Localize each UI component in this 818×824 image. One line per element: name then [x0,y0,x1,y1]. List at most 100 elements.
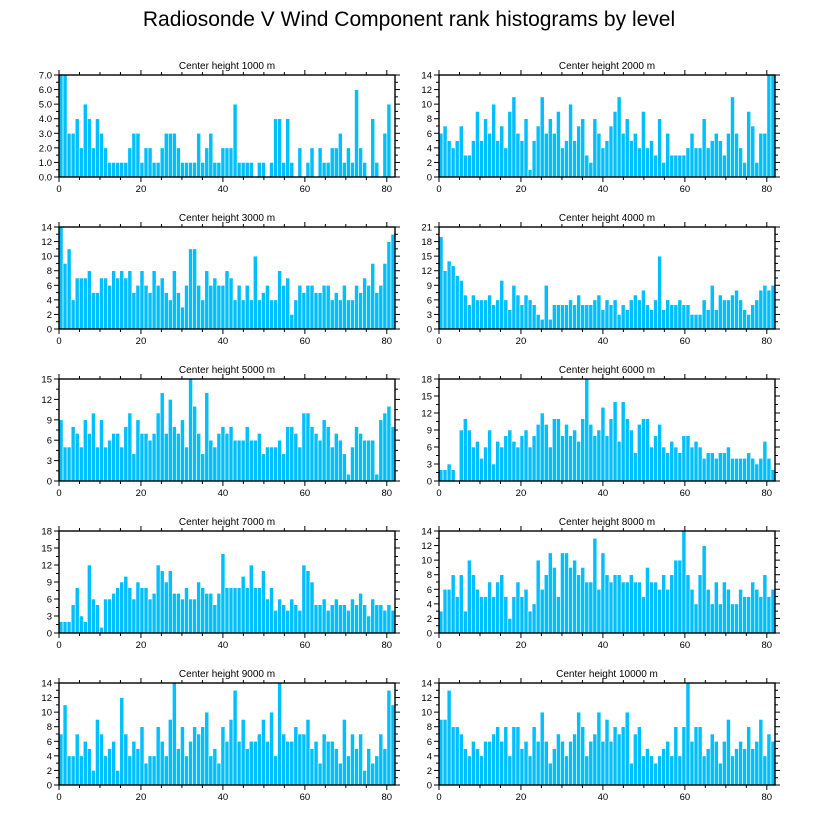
bar [564,755,569,786]
bar [224,147,230,178]
bar [91,292,96,330]
bar [370,263,376,330]
bar [277,682,282,786]
panel-title: Center height 7000 m [179,517,275,528]
bar [273,446,278,482]
bar [673,726,679,786]
bar [111,433,116,482]
bar [123,733,129,786]
bar [491,103,496,178]
bar [66,132,72,178]
bar [624,711,630,786]
bar [475,111,480,178]
bar [99,132,104,178]
bar [750,125,756,178]
bar [479,299,484,330]
bar [766,596,772,634]
bar [641,596,646,634]
bar [111,593,116,634]
bar [297,733,303,786]
bar [95,292,100,330]
bar [738,458,743,482]
bar [730,294,735,330]
bar [677,452,683,482]
bar [454,726,460,786]
bar [378,419,384,482]
bar [232,439,238,482]
bar [358,593,363,634]
bar [228,277,234,330]
bar [321,598,327,634]
x-tick-label: 20 [136,488,147,499]
bar [358,733,363,786]
bar [163,132,169,178]
bar [155,564,161,634]
bar [147,292,153,330]
bar [685,304,691,330]
bar [366,284,372,330]
bar [309,426,315,482]
bar [240,576,246,634]
bar [495,441,501,482]
x-tick-label: 40 [218,488,229,499]
y-tick-label: 4.0 [39,114,52,125]
bar [661,162,666,178]
bar [159,392,165,482]
bar [754,162,760,178]
bar [446,689,452,786]
bar [107,284,112,330]
bar [616,441,622,482]
bar [758,596,764,634]
bar [649,446,654,482]
bar [507,111,513,178]
panel-title: Center height 9000 m [179,669,275,680]
bar [257,433,262,482]
bar [450,147,456,178]
x-tick-label: 80 [762,336,773,347]
bar [754,299,760,330]
bar [333,598,339,634]
y-tick-label: 6 [427,585,432,596]
bar [511,96,517,178]
bar [515,446,521,482]
bar [95,118,100,178]
bar [313,433,319,482]
bar [612,111,618,178]
bar [208,284,214,330]
bar [507,309,513,330]
bar [442,270,448,330]
y-tick-label: 14 [421,71,432,82]
bar [701,299,707,330]
bar [329,147,335,178]
bar [673,446,679,482]
y-tick-label: 12 [421,541,432,552]
bar [196,433,201,482]
x-tick-label: 60 [300,792,311,803]
bar [281,733,286,786]
bar [309,284,315,330]
bar [317,147,323,178]
bar [265,740,270,786]
bar [693,147,699,178]
bar [111,270,116,330]
bar [362,162,367,178]
bar [697,314,703,330]
bar [325,426,331,482]
bar [119,446,125,482]
x-tick-label: 20 [516,640,527,651]
bar [358,292,363,330]
bar [236,439,242,482]
bar [491,733,496,786]
x-tick-label: 20 [516,184,527,195]
bar [628,299,634,330]
bar [184,284,189,330]
bar [600,147,606,178]
bar [495,726,501,786]
bar [722,299,727,330]
bar [374,292,380,330]
y-tick-label: 0 [427,629,432,640]
bar [709,284,715,330]
bar [523,740,529,786]
y-tick-label: 0 [427,781,432,792]
bar [362,439,367,482]
